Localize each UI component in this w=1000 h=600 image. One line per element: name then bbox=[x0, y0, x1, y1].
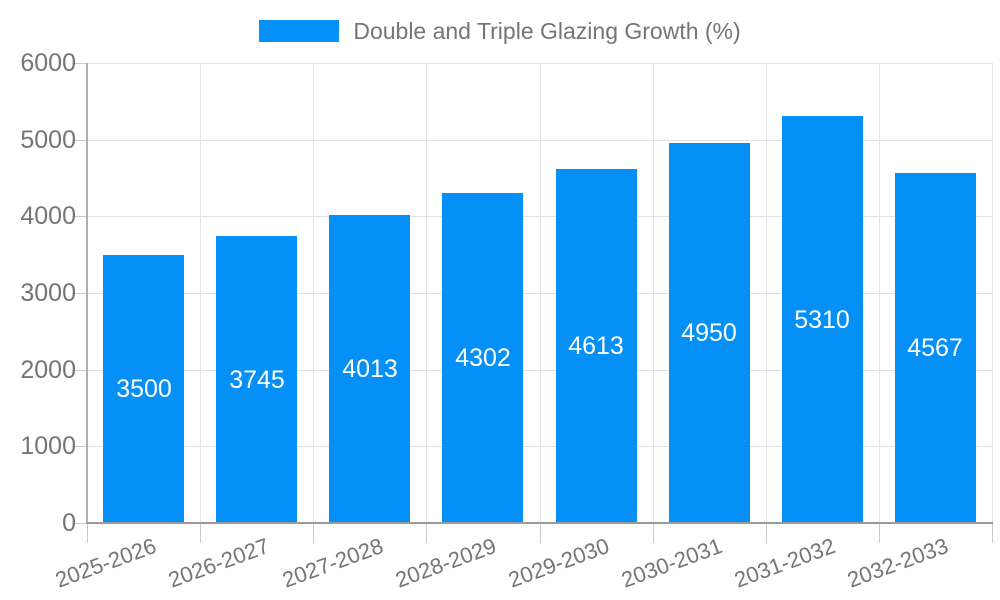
y-axis-label: 4000 bbox=[20, 202, 76, 230]
x-axis-tick bbox=[540, 523, 541, 543]
x-axis-tick bbox=[653, 523, 654, 543]
x-axis-tick bbox=[313, 523, 314, 543]
x-axis-label: 2029-2030 bbox=[504, 533, 613, 593]
gridline-vertical bbox=[313, 63, 314, 523]
legend-swatch bbox=[259, 20, 340, 42]
y-axis-tick bbox=[72, 216, 87, 217]
bar-value-label: 3745 bbox=[229, 366, 285, 394]
bar-value-label: 3500 bbox=[116, 375, 172, 403]
x-axis-label: 2032-2033 bbox=[844, 533, 952, 593]
y-axis-label: 1000 bbox=[20, 432, 76, 460]
y-axis-tick bbox=[72, 370, 87, 371]
x-axis-tick bbox=[87, 523, 88, 543]
chart-legend: Double and Triple Glazing Growth (%) bbox=[0, 14, 1000, 48]
x-axis-tick bbox=[879, 523, 880, 543]
x-axis-line bbox=[86, 522, 993, 524]
bar-value-label: 4302 bbox=[455, 344, 511, 372]
x-axis-label: 2028-2029 bbox=[391, 533, 500, 593]
gridline-horizontal bbox=[87, 216, 992, 217]
bar-value-label: 5310 bbox=[794, 306, 850, 334]
legend-label: Double and Triple Glazing Growth (%) bbox=[353, 18, 741, 44]
bar[interactable] bbox=[216, 236, 297, 522]
y-axis-label: 2000 bbox=[20, 356, 76, 384]
x-axis-label: 2030-2031 bbox=[617, 533, 726, 593]
x-axis-tick bbox=[992, 523, 993, 543]
y-axis-line bbox=[86, 63, 88, 523]
bar[interactable] bbox=[556, 169, 637, 522]
y-axis-label: 0 bbox=[62, 509, 76, 537]
gridline-vertical bbox=[766, 63, 767, 523]
x-axis-tick bbox=[766, 523, 767, 543]
y-axis-label: 5000 bbox=[20, 126, 76, 154]
y-axis-tick bbox=[72, 293, 87, 294]
gridline-horizontal bbox=[87, 63, 992, 64]
gridline-vertical bbox=[426, 63, 427, 523]
bar-value-label: 4567 bbox=[907, 334, 963, 362]
y-axis-tick bbox=[72, 523, 87, 524]
bar-value-label: 4013 bbox=[342, 355, 398, 383]
x-axis-tick bbox=[426, 523, 427, 543]
x-axis-tick bbox=[200, 523, 201, 543]
bar[interactable] bbox=[442, 193, 523, 522]
gridline-vertical bbox=[992, 63, 993, 523]
y-axis-tick bbox=[72, 140, 87, 141]
gridline-horizontal bbox=[87, 370, 992, 371]
x-axis-label: 2027-2028 bbox=[278, 533, 387, 593]
gridline-horizontal bbox=[87, 293, 992, 294]
x-axis-label: 2025-2026 bbox=[52, 533, 160, 593]
y-axis-tick bbox=[72, 446, 87, 447]
y-axis-label: 3000 bbox=[20, 279, 76, 307]
x-axis-label: 2026-2027 bbox=[165, 533, 273, 593]
gridline-vertical bbox=[879, 63, 880, 523]
y-axis-tick bbox=[72, 63, 87, 64]
bar[interactable] bbox=[669, 143, 750, 522]
gridline-vertical bbox=[200, 63, 201, 523]
x-axis-label: 2031-2032 bbox=[731, 533, 839, 593]
gridline-horizontal bbox=[87, 446, 992, 447]
y-axis-label: 6000 bbox=[20, 49, 76, 77]
bar-value-label: 4950 bbox=[681, 319, 737, 347]
bar-value-label: 4613 bbox=[568, 332, 624, 360]
gridline-vertical bbox=[540, 63, 541, 523]
bar[interactable] bbox=[782, 116, 863, 522]
bar[interactable] bbox=[895, 173, 976, 522]
bar[interactable] bbox=[329, 215, 410, 522]
gridline-vertical bbox=[653, 63, 654, 523]
gridline-horizontal bbox=[87, 140, 992, 141]
bar[interactable] bbox=[103, 255, 184, 522]
